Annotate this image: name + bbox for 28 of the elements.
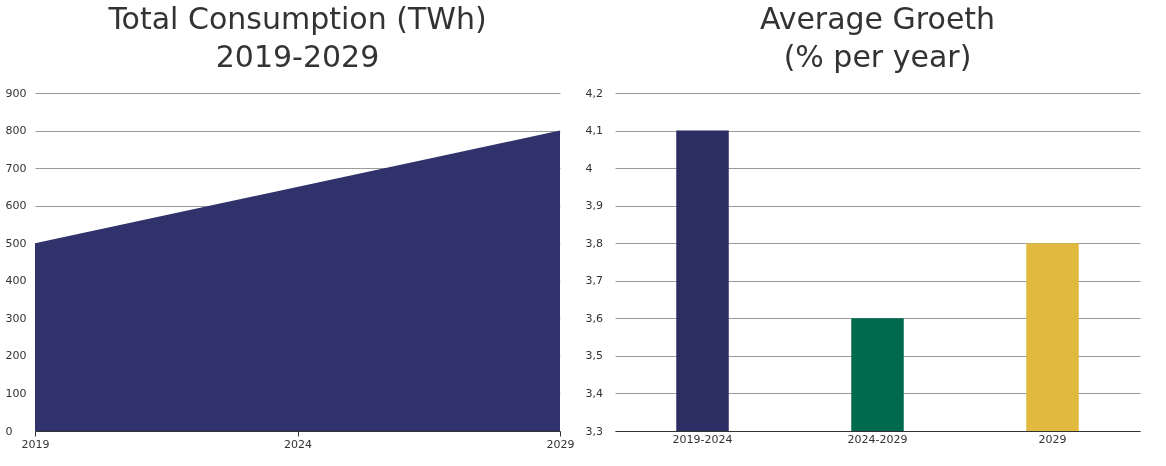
x-tick-label: 2029 <box>1038 432 1067 446</box>
y-tick-label: 3,4 <box>585 386 603 400</box>
y-tick-label: 400 <box>5 274 27 288</box>
y-tick-label: 200 <box>5 349 27 363</box>
y-tick-label: 100 <box>5 386 27 400</box>
y-tick-label: 700 <box>5 161 27 175</box>
y-tick-label: 3,7 <box>585 274 603 288</box>
y-tick-label: 3,8 <box>585 236 603 250</box>
y-tick-label: 3,6 <box>585 311 603 325</box>
y-tick-label: 4,2 <box>585 86 603 100</box>
y-tick-label: 900 <box>5 86 27 100</box>
y-tick-label: 4,1 <box>585 124 603 138</box>
x-tick-label: 2024-2029 <box>847 432 908 446</box>
x-tick-label: 2019 <box>21 437 50 451</box>
x-tick-label: 2019-2024 <box>672 432 733 446</box>
y-tick-label: 500 <box>5 236 27 250</box>
y-tick-label: 3,9 <box>585 199 603 213</box>
y-tick-label: 3,5 <box>585 349 603 363</box>
y-tick-label: 300 <box>5 311 27 325</box>
y-tick-label: 800 <box>5 124 27 138</box>
chart-title: Average Groeth (% per year) <box>759 1 996 74</box>
y-tick-label: 4 <box>585 161 593 175</box>
x-tick-label: 2024 <box>284 437 312 451</box>
y-tick-label: 3,3 <box>585 424 603 438</box>
chart-title: Total Consumption (TWh) 2019-2029 <box>107 1 487 74</box>
x-tick-label: 2029 <box>546 437 575 451</box>
y-tick-label: 600 <box>5 199 27 213</box>
y-tick-label: 0 <box>5 424 13 438</box>
